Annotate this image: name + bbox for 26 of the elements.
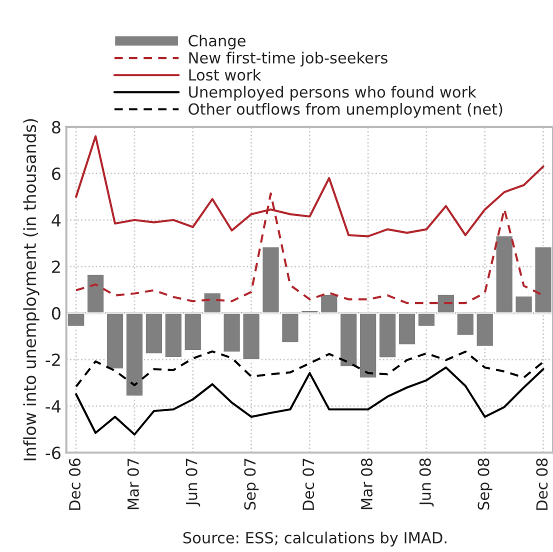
x-tick-label: Sep 07 bbox=[244, 458, 259, 510]
y-tick-label: 4 bbox=[52, 214, 61, 226]
y-tick-label: -6 bbox=[46, 446, 60, 460]
y-tick-label: 2 bbox=[52, 260, 60, 273]
y-axis-title: Inflow into unemployment (in thousands) bbox=[23, 119, 40, 460]
x-tick-label: Jun 07 bbox=[186, 458, 200, 506]
legend-label: Change bbox=[188, 34, 246, 50]
legend-label: Unemployed persons who found work bbox=[189, 86, 476, 101]
x-tick-label: Sep 08 bbox=[478, 458, 492, 510]
x-tick-label: Dec 07 bbox=[302, 458, 314, 510]
x-tick-label: Dec 06 bbox=[68, 458, 81, 510]
y-tick-label: 0 bbox=[52, 307, 60, 320]
y-tick-label: -4 bbox=[46, 400, 61, 412]
source-note: Source: ESS; calculations by IMAD. bbox=[183, 532, 446, 546]
line-series bbox=[75, 350, 544, 388]
line-series bbox=[75, 366, 544, 436]
x-tick-label: Dec 08 bbox=[536, 458, 548, 510]
y-tick-label: 8 bbox=[52, 120, 60, 134]
legend-label: Lost work bbox=[189, 68, 262, 81]
x-tick-label: Mar 07 bbox=[127, 458, 139, 510]
y-tick-label: -2 bbox=[46, 354, 60, 366]
y-tick-label: 6 bbox=[52, 167, 60, 180]
x-tick-label: Mar 08 bbox=[360, 458, 373, 510]
x-tick-label: Jun 08 bbox=[419, 458, 434, 506]
legend-label: New first-time job-seekers bbox=[189, 52, 388, 67]
legend-label: Other outflows from unemployment (net) bbox=[188, 103, 502, 118]
